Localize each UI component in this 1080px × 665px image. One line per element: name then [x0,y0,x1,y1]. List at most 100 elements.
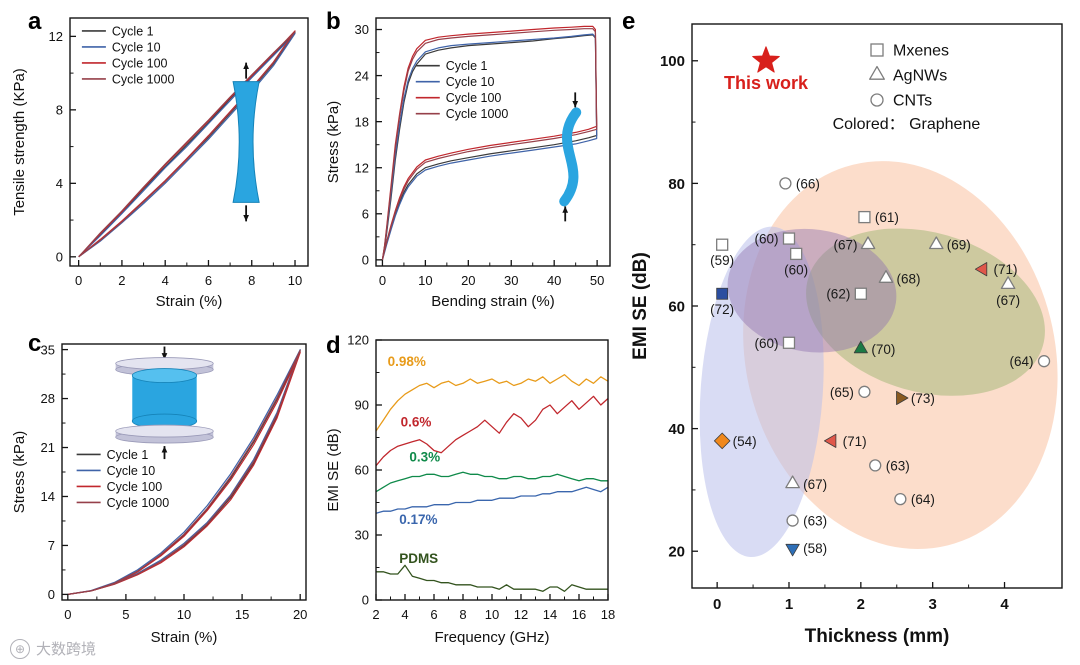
svg-text:Cycle 100: Cycle 100 [446,91,502,105]
svg-text:Stress (kPa): Stress (kPa) [325,101,342,184]
svg-text:40: 40 [547,273,561,288]
panel-label-c: c [28,330,42,357]
svg-text:(62): (62) [826,287,850,302]
svg-text:8: 8 [459,607,466,622]
svg-text:EMI SE (dB): EMI SE (dB) [630,252,651,360]
svg-text:Cycle 100: Cycle 100 [112,56,168,70]
svg-text:10: 10 [485,607,499,622]
svg-text:3: 3 [929,596,937,613]
svg-text:Strain (%): Strain (%) [156,293,223,310]
svg-text:12: 12 [355,160,369,175]
svg-text:(71): (71) [843,434,867,449]
svg-text:80: 80 [668,176,685,193]
svg-text:0.6%: 0.6% [401,415,432,430]
svg-text:(71): (71) [993,262,1017,277]
svg-text:8: 8 [248,273,255,288]
svg-text:0: 0 [362,253,369,268]
svg-text:CNTs: CNTs [893,93,932,110]
svg-text:Colored： Graphene: Colored： Graphene [833,116,981,133]
svg-text:Mxenes: Mxenes [893,43,949,60]
svg-text:10: 10 [288,273,302,288]
svg-text:0: 0 [713,596,721,613]
watermark: ⊕ 大数跨境 [10,638,96,659]
svg-text:0: 0 [48,587,55,602]
svg-text:(60): (60) [754,336,778,351]
svg-text:15: 15 [235,607,249,622]
svg-text:10: 10 [177,607,191,622]
svg-text:(67): (67) [803,477,827,492]
panel-label-a: a [28,8,42,35]
svg-text:6: 6 [362,206,369,221]
svg-text:28: 28 [41,391,55,406]
svg-text:Cycle 1000: Cycle 1000 [446,107,509,121]
svg-text:2: 2 [857,596,865,613]
watermark-logo-icon: ⊕ [10,638,30,659]
svg-text:18: 18 [601,607,615,622]
svg-text:40: 40 [668,421,685,438]
svg-text:16: 16 [572,607,586,622]
svg-text:0: 0 [379,273,386,288]
svg-text:PDMS: PDMS [399,551,438,566]
svg-text:20: 20 [668,544,685,561]
svg-text:Cycle 10: Cycle 10 [112,40,161,54]
svg-text:1: 1 [785,596,793,613]
svg-text:12: 12 [514,607,528,622]
svg-text:(60): (60) [784,262,808,277]
svg-text:90: 90 [355,398,369,413]
svg-text:This work: This work [724,73,809,93]
svg-text:6: 6 [430,607,437,622]
svg-text:(64): (64) [911,492,935,507]
svg-text:Cycle 10: Cycle 10 [446,75,495,89]
watermark-text: 大数跨境 [36,641,97,658]
svg-text:Strain (%): Strain (%) [151,629,218,646]
svg-text:(68): (68) [896,271,920,286]
svg-text:100: 100 [660,53,685,70]
svg-text:4: 4 [56,176,63,191]
svg-text:4: 4 [1000,596,1009,613]
svg-text:0: 0 [64,607,71,622]
svg-text:2: 2 [118,273,125,288]
svg-text:(65): (65) [830,385,854,400]
panel-label-e: e [622,8,636,35]
svg-text:Cycle 1000: Cycle 1000 [112,72,175,86]
svg-text:6: 6 [205,273,212,288]
svg-text:14: 14 [543,607,557,622]
svg-text:0: 0 [75,273,82,288]
svg-text:(60): (60) [754,232,778,247]
svg-text:Thickness (mm): Thickness (mm) [805,626,950,647]
svg-text:Cycle 1: Cycle 1 [112,24,154,38]
panel-e-chart: 0 1 2 3 4 20 40 60 80 100 Thickness (mm) EMI SE (dB… [630,23,1063,647]
svg-text:(63): (63) [803,514,827,529]
svg-text:50: 50 [590,273,604,288]
svg-text:60: 60 [355,463,369,478]
svg-text:Bending strain (%): Bending strain (%) [431,293,554,310]
panel-label-d: d [326,332,341,359]
panel-label-b: b [326,8,341,35]
svg-text:(67): (67) [834,238,858,253]
svg-text:(69): (69) [947,238,971,253]
svg-text:(59): (59) [710,253,734,268]
svg-text:Cycle 100: Cycle 100 [107,480,163,494]
svg-text:20: 20 [293,607,307,622]
svg-text:Stress (kPa): Stress (kPa) [11,431,28,514]
svg-text:12: 12 [49,29,63,44]
svg-text:(58): (58) [803,541,827,556]
svg-text:Tensile strength (KPa): Tensile strength (KPa) [11,68,28,216]
svg-text:14: 14 [41,489,55,504]
svg-text:(73): (73) [911,391,935,406]
panel-c-chart: 0 5 10 15 20 0 7 14 21 28 35 Strain (%) Stress (kPa)… [11,342,307,646]
panel-b-chart: 0 10 20 30 40 50 0 6 12 18 24 30 Bending strain (%) S… [325,17,611,310]
svg-text:120: 120 [347,333,369,348]
svg-text:30: 30 [355,22,369,37]
svg-text:(61): (61) [875,210,899,225]
svg-text:Cycle 10: Cycle 10 [107,464,156,478]
svg-text:0.98%: 0.98% [388,354,426,369]
svg-text:0.3%: 0.3% [409,449,440,464]
svg-text:7: 7 [48,538,55,553]
svg-text:0.17%: 0.17% [399,512,437,527]
svg-text:18: 18 [355,114,369,129]
svg-text:35: 35 [41,342,55,357]
svg-text:30: 30 [504,273,518,288]
svg-text:Cycle 1000: Cycle 1000 [107,496,170,510]
